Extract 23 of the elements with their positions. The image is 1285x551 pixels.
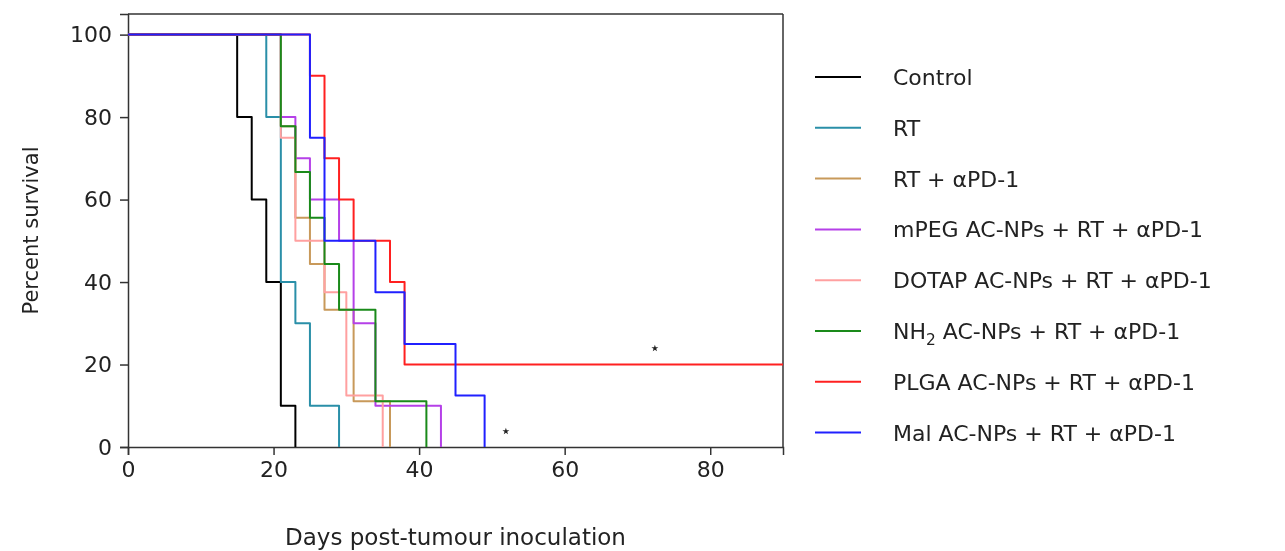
y-tick-label: 80 (84, 104, 112, 130)
legend-label: Control (893, 64, 973, 90)
y-tick-label: 0 (98, 434, 112, 460)
x-tick-label: 80 (696, 456, 725, 482)
y-tick-label: 40 (84, 269, 112, 295)
x-tick-label: 0 (121, 456, 136, 482)
legend-label: PLGA AC-NPs + RT + αPD-1 (893, 369, 1195, 395)
legend-label: DOTAP AC-NPs + RT + αPD-1 (893, 267, 1212, 293)
annotation: ⋆ (500, 419, 512, 441)
y-axis-title: Percent survival (19, 146, 43, 315)
legend-label: RT (893, 115, 921, 141)
legend-label: mPEG AC-NPs + RT + αPD-1 (893, 216, 1204, 242)
legend-label: Mal AC-NPs + RT + αPD-1 (893, 420, 1176, 446)
y-tick-label: 100 (70, 22, 112, 48)
legend-label: RT + αPD-1 (893, 166, 1020, 192)
x-axis-title: Days post-tumour inoculation (285, 524, 626, 550)
x-tick-label: 40 (405, 456, 434, 482)
y-tick-label: 20 (84, 352, 112, 378)
x-tick-label: 60 (551, 456, 580, 482)
x-tick-label: 20 (260, 456, 289, 482)
annotation: ⋆ (649, 336, 661, 358)
y-tick-label: 60 (84, 187, 112, 213)
legend-label: NH$_{2}$ AC-NPs + RT + αPD-1 (893, 318, 1181, 349)
